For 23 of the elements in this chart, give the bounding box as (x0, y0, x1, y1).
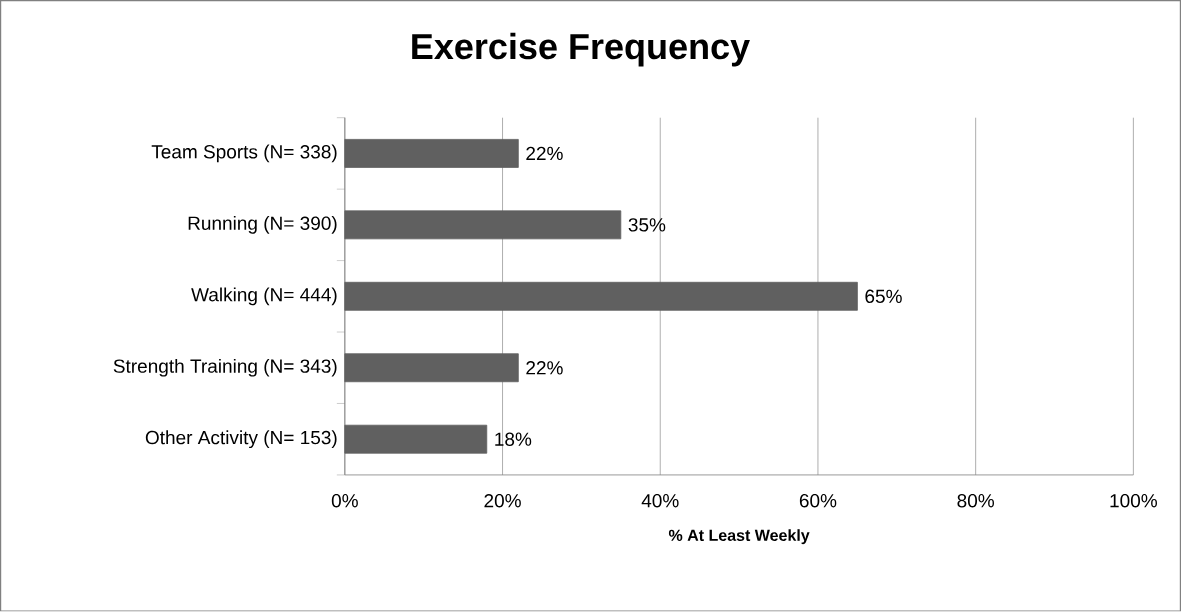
data-label: 35% (628, 218, 666, 232)
bar (344, 282, 858, 311)
bar (344, 210, 622, 240)
x-tick-label: 40% (641, 494, 679, 508)
x-tick-label: 0% (331, 494, 358, 508)
x-tick-label: 100% (1110, 494, 1157, 508)
y-tick-label: Walking (N= 444) (191, 287, 337, 306)
y-tick-label: Strength Training (N= 343) (113, 359, 337, 377)
y-tick-label: Other Activity (N= 153) (145, 430, 337, 449)
chart-title: Exercise Frequency (412, 33, 750, 67)
x-axis-title: % At Least Weekly (668, 529, 810, 545)
x-tick-label: 60% (799, 494, 837, 508)
data-label: 18% (495, 432, 532, 447)
bar (344, 424, 488, 454)
y-tick-label: Running (N= 390) (188, 216, 337, 234)
data-label: 65% (865, 289, 902, 304)
bar (344, 353, 519, 383)
y-tick-label: Team Sports (N= 338) (151, 144, 337, 163)
x-tick-label: 20% (484, 494, 521, 508)
bar (344, 139, 519, 169)
data-label: 22% (526, 361, 563, 375)
x-tick-label: 80% (957, 494, 994, 508)
data-label: 22% (526, 146, 563, 161)
